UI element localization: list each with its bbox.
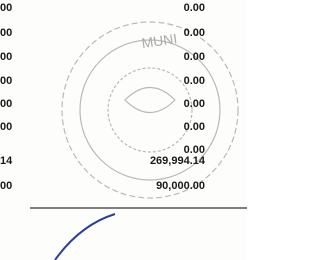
left-amount: 14 [0, 155, 12, 167]
left-amount: 00 [0, 98, 12, 110]
document-page: MUNI 00 00 00 00 00 00 14 00 0.00 0.00 0.00 0.00 0.0… [0, 0, 247, 260]
left-amount: 00 [0, 2, 12, 14]
left-amount: 00 [0, 121, 12, 133]
decoration: MUNI [0, 0, 247, 260]
right-amount: 0.00 [184, 51, 205, 63]
left-amount: 00 [0, 27, 12, 39]
stamp-text: MUNI [141, 30, 179, 51]
right-amount: 90,000.00 [156, 180, 205, 192]
right-amount: 0.00 [184, 98, 205, 110]
right-amount: 0.00 [184, 121, 205, 133]
right-amount: 0.00 [184, 75, 205, 87]
left-amount: 00 [0, 51, 12, 63]
left-amount: 00 [0, 180, 12, 192]
right-amount: 269,994.14 [150, 155, 205, 167]
right-amount: 0.00 [184, 2, 205, 14]
right-amount: 0.00 [184, 27, 205, 39]
left-amount: 00 [0, 75, 12, 87]
pen-stroke [55, 214, 115, 260]
